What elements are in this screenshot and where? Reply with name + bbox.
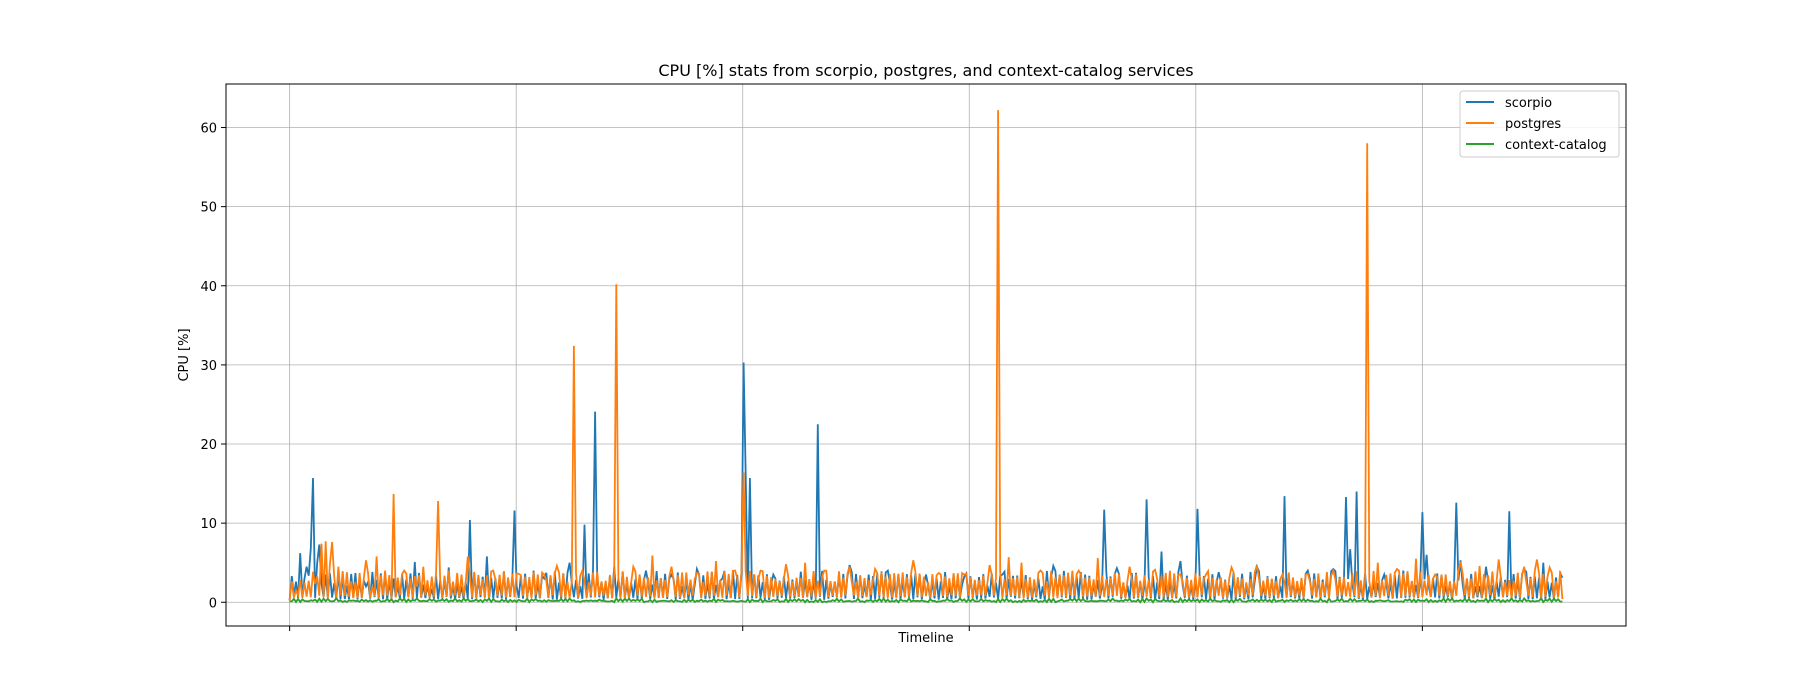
y-axis-label: CPU [%]: [177, 328, 192, 381]
legend-label-context-catalog: context-catalog: [1505, 138, 1607, 153]
y-tick-label: 30: [200, 359, 217, 374]
plot-frame: [225, 83, 1627, 627]
y-tick-label: 40: [200, 280, 217, 295]
y-tick-label: 0: [209, 596, 217, 611]
legend-label-postgres: postgres: [1505, 117, 1561, 132]
series-line-context-catalog: [289, 596, 1563, 604]
y-tick-label: 10: [200, 517, 217, 532]
x-axis-label: Timeline: [897, 631, 953, 646]
y-tick-label: 20: [200, 438, 217, 453]
legend-label-scorpio: scorpio: [1505, 96, 1552, 111]
series-line-scorpio: [288, 362, 1564, 601]
x-axis-ticks: [289, 626, 1423, 631]
y-tick-label: 50: [200, 201, 217, 216]
y-axis-ticks: 0 10 20 30 40 50 60: [200, 122, 226, 611]
y-tick-label: 60: [200, 122, 217, 137]
legend-box: [1459, 90, 1620, 158]
legend: scorpio postgres context-catalog: [1459, 90, 1620, 158]
series-line-postgres: [288, 110, 1564, 601]
series-lines: [288, 110, 1564, 604]
chart-title: CPU [%] stats from scorpio, postgres, an…: [658, 61, 1193, 80]
